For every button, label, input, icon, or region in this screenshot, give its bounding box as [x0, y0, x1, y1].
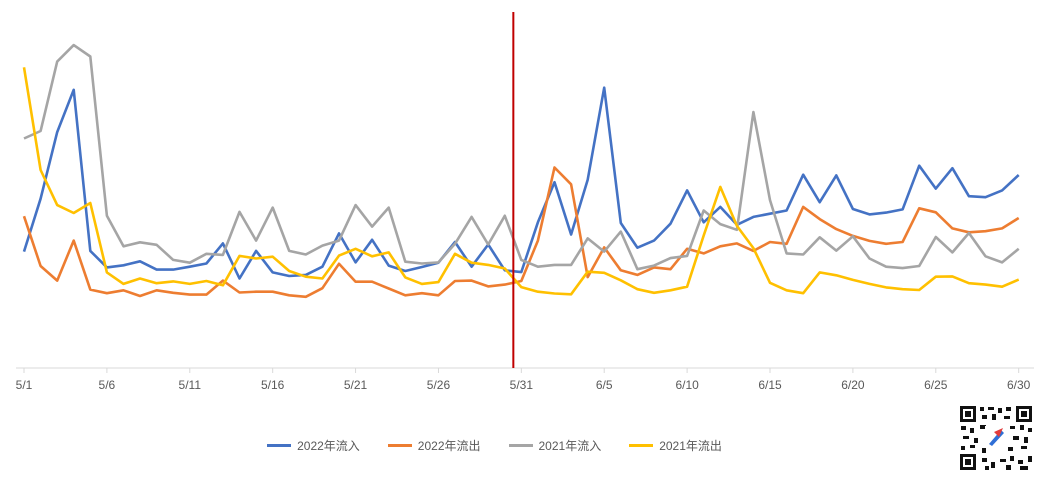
legend-swatch — [508, 443, 533, 447]
legend-swatch — [629, 443, 654, 447]
legend-label: 2021年流出 — [659, 438, 722, 453]
x-tick-label: 6/30 — [1007, 378, 1031, 392]
x-tick-label: 5/16 — [261, 378, 285, 392]
line-chart: 5/1 5/6 5/11 5/16 5/21 5/26 5/31 6/5 6/10 6/15 6/2… — [16, 12, 1034, 392]
x-tick-label: 5/11 — [179, 378, 202, 392]
x-tick-label: 5/26 — [427, 378, 451, 392]
series-line-1 — [22, 166, 1020, 299]
x-tick-label: 6/15 — [758, 378, 782, 392]
x-tick-label: 6/25 — [924, 378, 948, 392]
x-tick-label: 6/5 — [596, 378, 613, 392]
x-tick-label: 5/6 — [99, 378, 116, 392]
legend-label: 2021年流入 — [538, 438, 602, 453]
qr-code-icon — [958, 404, 1034, 472]
x-tick-label: 6/10 — [675, 378, 699, 392]
x-tick-label: 5/1 — [16, 378, 33, 392]
x-axis-ticks: 5/1 5/6 5/11 5/16 5/21 5/26 5/31 6/5 6/10 6/15 6/2… — [16, 368, 1031, 392]
series-line-0 — [22, 86, 1020, 280]
legend-label: 2022年流入 — [297, 438, 360, 453]
series-line-3 — [22, 67, 1020, 296]
legend-item-2021-inflow: 2021年流入 — [508, 436, 602, 454]
series-layer — [22, 43, 1020, 299]
legend-item-2022-outflow: 2022年流出 — [387, 436, 481, 454]
series-line-2 — [23, 43, 1020, 271]
x-tick-label: 6/20 — [841, 378, 865, 392]
legend-label: 2022年流出 — [417, 438, 481, 453]
legend-item-2022-inflow: 2022年流入 — [267, 436, 360, 454]
legend: 2022年流入 2022年流出 2021年流入 2021年流出 — [0, 436, 1049, 454]
x-tick-label: 5/31 — [510, 378, 534, 392]
legend-item-2021-outflow: 2021年流出 — [629, 436, 722, 454]
legend-swatch — [267, 443, 292, 447]
legend-swatch — [387, 443, 412, 447]
x-tick-label: 5/21 — [344, 378, 368, 392]
